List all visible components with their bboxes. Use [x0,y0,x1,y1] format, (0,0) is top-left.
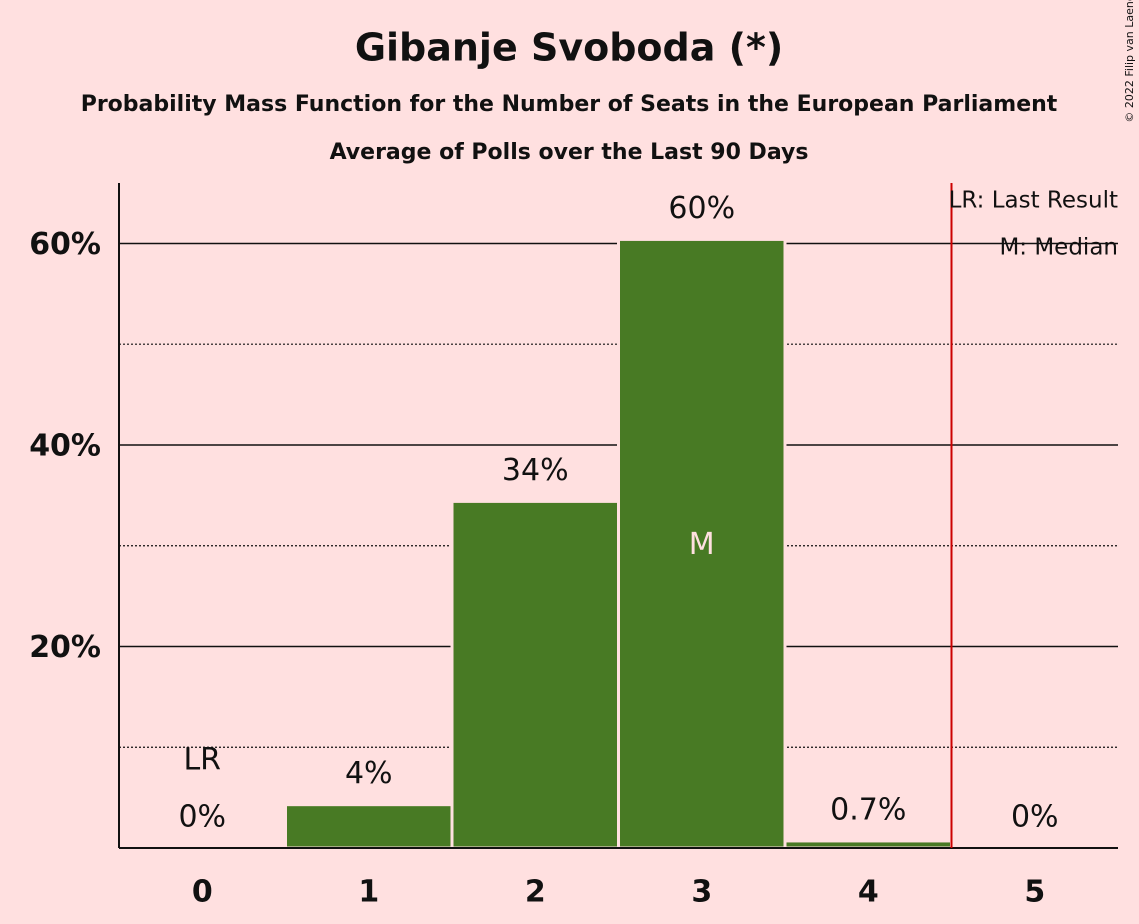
bar [617,237,787,850]
bar [284,803,454,850]
bar [783,839,953,850]
x-tick-label: 4 [858,875,879,910]
value-label: 60% [668,191,735,226]
value-label: 0% [1011,800,1059,835]
value-label: 0.7% [830,792,906,827]
x-tick-label: 3 [691,875,712,910]
y-tick-label: 60% [29,227,101,262]
chart-title: Gibanje Svoboda (*) [355,26,783,70]
y-tick-label: 20% [29,630,101,665]
x-tick-label: 1 [358,875,379,910]
median-label: M [689,527,715,562]
last-result-label: LR [183,743,221,778]
legend-entry: M: Median [999,235,1118,261]
copyright: © 2022 Filip van Laenen [1123,0,1136,123]
chart-subtitle: Average of Polls over the Last 90 Days [330,140,809,165]
value-label: 0% [178,800,226,835]
value-label: 34% [502,453,569,488]
chart-subtitle: Probability Mass Function for the Number… [81,92,1058,117]
bar [450,499,620,850]
x-tick-label: 2 [525,875,546,910]
x-tick-label: 5 [1024,875,1045,910]
x-tick-label: 0 [192,875,213,910]
y-tick-label: 40% [29,428,101,463]
value-label: 4% [345,756,393,791]
legend-entry: LR: Last Result [949,188,1118,214]
